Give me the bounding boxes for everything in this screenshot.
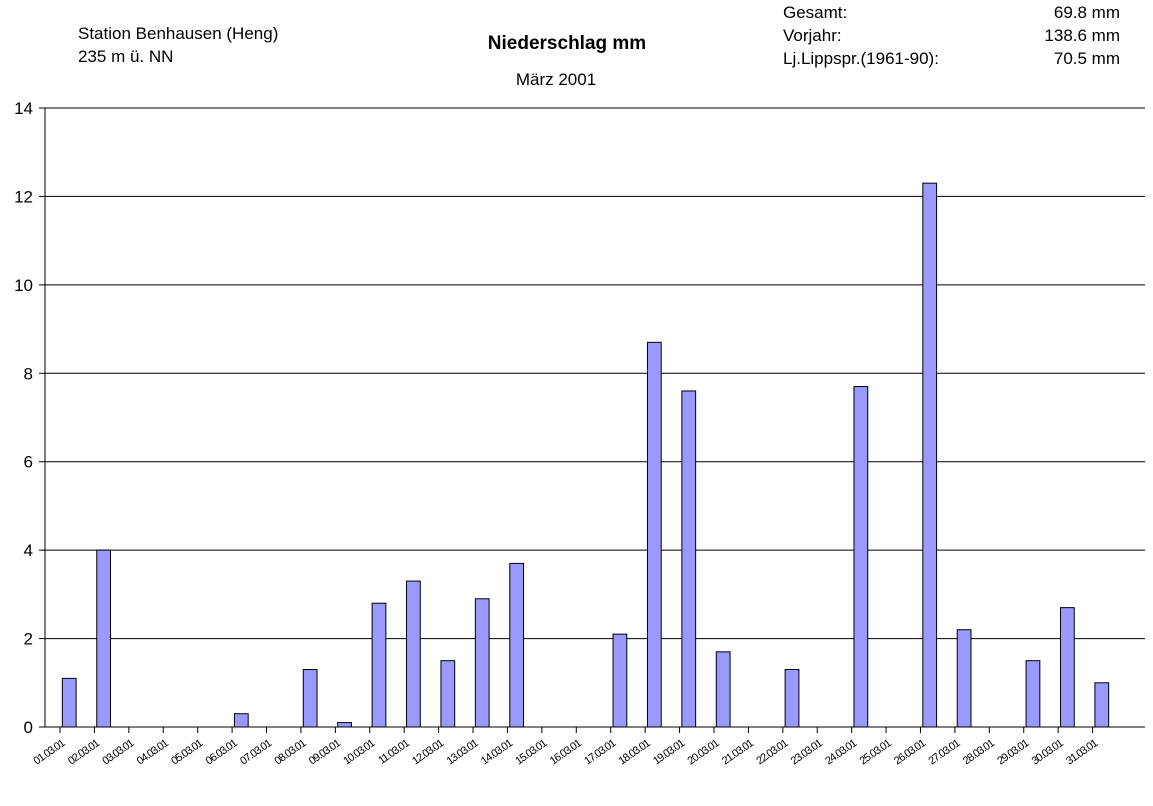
x-tick-label: 16.03.01 — [548, 737, 584, 767]
bar — [302, 669, 318, 728]
bar — [1059, 607, 1075, 728]
x-tick-label: 11.03.01 — [376, 737, 411, 767]
x-tick-label: 31.03.01 — [1064, 737, 1100, 767]
bar — [612, 633, 628, 728]
annotation-value: 70.5 mm — [1054, 49, 1120, 68]
x-tick-label: 17.03.01 — [582, 737, 618, 767]
station-name: Station Benhausen (Heng) — [78, 24, 278, 43]
x-tick-label: 29.03.01 — [995, 737, 1031, 767]
x-tick-label: 25.03.01 — [858, 737, 894, 767]
annotation-value: 138.6 mm — [1044, 26, 1120, 45]
bar — [784, 669, 800, 728]
x-tick-label: 19.03.01 — [651, 737, 687, 767]
x-tick-label: 03.03.01 — [100, 737, 136, 767]
x-tick-label: 21.03.01 — [720, 737, 756, 767]
y-tick-label: 12 — [14, 187, 33, 206]
annotation-label: Gesamt: — [783, 3, 847, 22]
bar — [371, 602, 387, 728]
x-tick-label: 07.03.01 — [238, 737, 274, 767]
bar — [681, 390, 697, 728]
x-tick-label: 15.03.01 — [513, 737, 549, 767]
y-tick-label: 0 — [24, 718, 33, 737]
x-tick-label: 08.03.01 — [272, 737, 308, 767]
x-tick-label: 18.03.01 — [617, 737, 653, 767]
y-tick-label: 2 — [24, 630, 33, 649]
bar — [440, 660, 456, 728]
y-tick-label: 8 — [24, 364, 33, 383]
bar — [646, 341, 662, 728]
x-tick-label: 26.03.01 — [892, 737, 928, 767]
x-tick-label: 12.03.01 — [410, 737, 446, 767]
bar — [96, 549, 112, 728]
x-tick-label: 27.03.01 — [926, 737, 962, 767]
x-tick-label: 01.03.01 — [32, 737, 68, 767]
annotation-value: 69.8 mm — [1054, 3, 1120, 22]
bar — [233, 713, 249, 728]
station-altitude: 235 m ü. NN — [78, 47, 173, 66]
bar — [715, 651, 731, 728]
bar — [61, 677, 77, 728]
y-tick-label: 4 — [24, 541, 33, 560]
y-tick-label: 6 — [24, 453, 33, 472]
x-tick-label: 20.03.01 — [685, 737, 721, 767]
bar — [337, 722, 352, 728]
x-tick-label: 14.03.01 — [479, 737, 515, 767]
bar — [956, 629, 972, 728]
y-tick-label: 14 — [14, 99, 33, 118]
chart-title: Niederschlag mm — [488, 33, 646, 54]
x-tick-label: 10.03.01 — [341, 737, 377, 767]
x-tick-label: 22.03.01 — [754, 737, 790, 767]
bar — [853, 386, 869, 728]
bar — [509, 562, 525, 728]
bar — [922, 182, 938, 728]
x-tick-label: 23.03.01 — [789, 737, 825, 767]
x-tick-label: 02.03.01 — [66, 737, 102, 767]
x-tick-label: 13.03.01 — [445, 737, 481, 767]
x-tick-label: 09.03.01 — [307, 737, 343, 767]
y-tick-label: 10 — [14, 276, 33, 295]
x-tick-label: 04.03.01 — [135, 737, 171, 767]
x-tick-label: 06.03.01 — [204, 737, 240, 767]
annotation-label: Vorjahr: — [783, 26, 842, 45]
bar — [474, 598, 490, 728]
bar — [1094, 682, 1110, 728]
bar — [406, 580, 421, 728]
x-tick-label: 05.03.01 — [169, 737, 205, 767]
annotation-label: Lj.Lippspr.(1961-90): — [783, 49, 939, 68]
bar — [1025, 660, 1041, 728]
chart-subtitle: März 2001 — [516, 70, 596, 89]
x-tick-label: 28.03.01 — [961, 737, 997, 767]
x-tick-label: 24.03.01 — [823, 737, 859, 767]
x-tick-label: 30.03.01 — [1030, 737, 1066, 767]
